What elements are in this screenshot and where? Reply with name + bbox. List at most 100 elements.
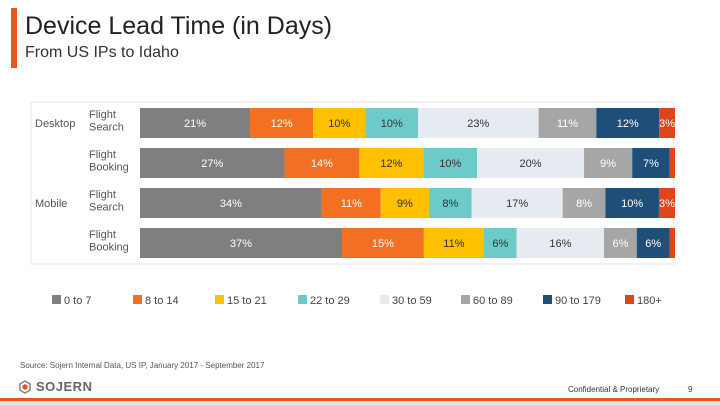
data-label: 9% <box>600 158 616 170</box>
data-label: 10% <box>621 198 643 210</box>
legend-swatch <box>52 295 61 304</box>
bar-segment <box>596 108 660 138</box>
legend-label: 0 to 7 <box>64 295 92 307</box>
legend-label: 60 to 89 <box>473 295 513 307</box>
bar-segment <box>632 148 670 178</box>
slide-subtitle: From US IPs to Idaho <box>25 44 179 61</box>
legend-swatch <box>543 295 552 304</box>
bar-segment <box>605 188 659 218</box>
sojern-logo: SOJERN <box>18 379 92 394</box>
data-label: 10% <box>328 118 350 130</box>
data-label: 17% <box>506 198 528 210</box>
bar-segment <box>659 108 675 138</box>
bar-segment <box>636 228 670 258</box>
bar-segment <box>359 148 424 178</box>
legend-swatch <box>625 295 634 304</box>
bar-segment <box>477 148 585 178</box>
data-label: 34% <box>220 198 242 210</box>
legend-label: 30 to 59 <box>392 295 432 307</box>
group-label-mobile: Mobile <box>35 198 67 210</box>
data-label: 37% <box>230 238 252 250</box>
data-label: 11% <box>557 118 578 130</box>
data-label: 9% <box>397 198 413 210</box>
page-number: 9 <box>688 385 693 394</box>
legend-swatch <box>380 295 389 304</box>
data-label: 12% <box>271 118 293 130</box>
bar-segment <box>321 188 381 218</box>
bar-segment <box>140 148 285 178</box>
bar-segment <box>423 228 484 258</box>
data-label: 23% <box>467 118 489 130</box>
bar-segment <box>417 108 539 138</box>
stacked-bar-chart-svg: DesktopMobileFlightSearchFlightBookingFl… <box>30 101 675 307</box>
category-label: Search <box>89 122 124 134</box>
data-label: 16% <box>549 238 571 250</box>
category-label: Search <box>89 202 124 214</box>
category-label: Flight <box>89 229 116 241</box>
bar-segment <box>471 188 563 218</box>
bar-segment <box>538 108 597 138</box>
data-label: 8% <box>576 198 592 210</box>
plot-frame <box>30 101 675 265</box>
category-label: Flight <box>89 149 116 161</box>
bar-segment <box>483 228 517 258</box>
bar-segment <box>604 228 637 258</box>
data-label: 21% <box>184 118 206 130</box>
title-accent-bar <box>11 8 17 68</box>
data-label: 7% <box>643 158 659 170</box>
data-label: 6% <box>612 238 628 250</box>
data-label: 11% <box>443 238 464 250</box>
bar-segment <box>669 148 675 178</box>
confidential-label: Confidential & Proprietary <box>568 385 660 394</box>
category-label: Flight <box>89 189 116 201</box>
bar-segment <box>562 188 606 218</box>
group-label-desktop: Desktop <box>35 118 75 130</box>
sojern-logo-icon <box>19 379 31 394</box>
legend-label: 15 to 21 <box>227 295 267 307</box>
data-label: 27% <box>201 158 223 170</box>
data-label: 10% <box>439 158 461 170</box>
bar-segment <box>250 108 314 138</box>
logo-text: SOJERN <box>36 379 93 394</box>
data-label: 15% <box>372 238 394 250</box>
data-label: 3% <box>659 118 675 130</box>
lead-time-chart: Desktop Mobile Flight Search Flight Booking Fl… <box>0 100 720 315</box>
data-label: 12% <box>617 118 639 130</box>
bar-segment <box>140 108 251 138</box>
legend-swatch <box>298 295 307 304</box>
category-label: Booking <box>89 242 129 254</box>
legend-label: 180+ <box>637 295 662 307</box>
data-label: 11% <box>341 198 362 210</box>
footer-accent-line <box>0 398 720 401</box>
bar-segment <box>313 108 366 138</box>
category-label: Flight <box>89 109 116 121</box>
data-label: 10% <box>381 118 403 130</box>
bar-segment <box>428 188 472 218</box>
bar-segment <box>584 148 633 178</box>
legend-swatch <box>461 295 470 304</box>
bar-segment <box>140 228 342 258</box>
legend-swatch <box>133 295 142 304</box>
bar-segment <box>658 188 675 218</box>
bar-segment <box>423 148 478 178</box>
data-label: 8% <box>442 198 458 210</box>
legend-label: 22 to 29 <box>310 295 350 307</box>
bar-segment <box>341 228 424 258</box>
data-label: 20% <box>520 158 542 170</box>
data-label: 6% <box>492 238 508 250</box>
data-label: 3% <box>659 198 675 210</box>
bar-segment <box>365 108 418 138</box>
category-label: Booking <box>89 162 129 174</box>
bar-segment <box>516 228 605 258</box>
slide-title: Device Lead Time (in Days) <box>25 12 333 40</box>
footer-gray-line <box>0 401 720 405</box>
data-label: 14% <box>311 158 333 170</box>
source-note: Source: Sojern Internal Data, US IP, Jan… <box>20 361 265 370</box>
bar-segment <box>140 188 322 218</box>
legend-label: 90 to 179 <box>555 295 601 307</box>
bar-segment <box>380 188 429 218</box>
legend-label: 8 to 14 <box>145 295 179 307</box>
data-label: 12% <box>380 158 402 170</box>
bar-segment <box>669 228 675 258</box>
legend-swatch <box>215 295 224 304</box>
